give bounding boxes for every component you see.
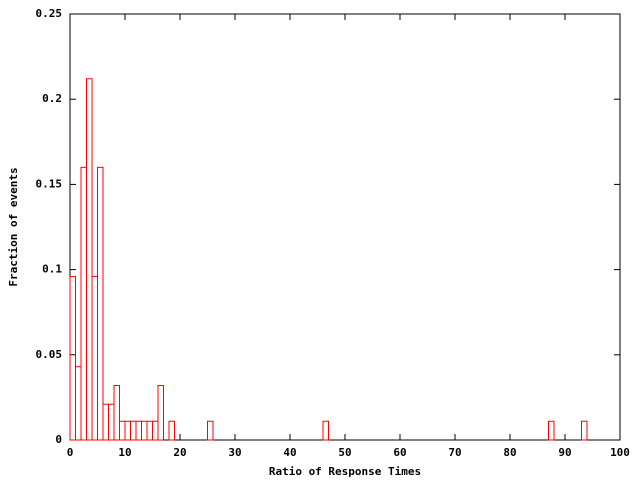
y-tick-label: 0.15 bbox=[36, 177, 63, 190]
x-tick-label: 90 bbox=[558, 446, 571, 459]
y-tick-label: 0.05 bbox=[36, 348, 63, 361]
plot-frame bbox=[69, 13, 621, 441]
bar bbox=[207, 420, 214, 441]
x-tick-label: 50 bbox=[338, 446, 351, 459]
bar bbox=[130, 420, 137, 441]
y-tick-label: 0.25 bbox=[36, 7, 63, 20]
x-tick-label: 60 bbox=[393, 446, 406, 459]
bar bbox=[102, 403, 109, 441]
bar bbox=[168, 420, 175, 441]
bar bbox=[581, 420, 588, 441]
y-tick-label: 0 bbox=[55, 433, 62, 446]
x-axis-label: Ratio of Response Times bbox=[269, 465, 421, 478]
x-tick-label: 70 bbox=[448, 446, 461, 459]
bar bbox=[157, 384, 164, 441]
bar bbox=[322, 420, 329, 441]
x-tick-label: 80 bbox=[503, 446, 516, 459]
bar bbox=[80, 166, 87, 441]
x-tick-label: 30 bbox=[228, 446, 241, 459]
bar bbox=[119, 420, 126, 441]
bar bbox=[141, 420, 148, 441]
bar bbox=[113, 384, 120, 441]
x-tick-label: 10 bbox=[118, 446, 131, 459]
bar bbox=[548, 420, 555, 441]
bar bbox=[86, 78, 93, 441]
bar bbox=[152, 420, 159, 441]
bar bbox=[97, 166, 104, 441]
bar bbox=[146, 420, 153, 441]
bar bbox=[75, 366, 82, 441]
y-axis-label: Fraction of events bbox=[7, 167, 20, 286]
bar bbox=[91, 275, 98, 441]
x-tick-label: 100 bbox=[610, 446, 630, 459]
bar bbox=[69, 275, 76, 441]
bar bbox=[135, 420, 142, 441]
x-tick-label: 0 bbox=[67, 446, 74, 459]
y-tick-label: 0.1 bbox=[42, 263, 62, 276]
y-tick-label: 0.2 bbox=[42, 92, 62, 105]
x-tick-label: 20 bbox=[173, 446, 186, 459]
bar bbox=[124, 420, 131, 441]
bar bbox=[108, 403, 115, 441]
x-tick-label: 40 bbox=[283, 446, 296, 459]
